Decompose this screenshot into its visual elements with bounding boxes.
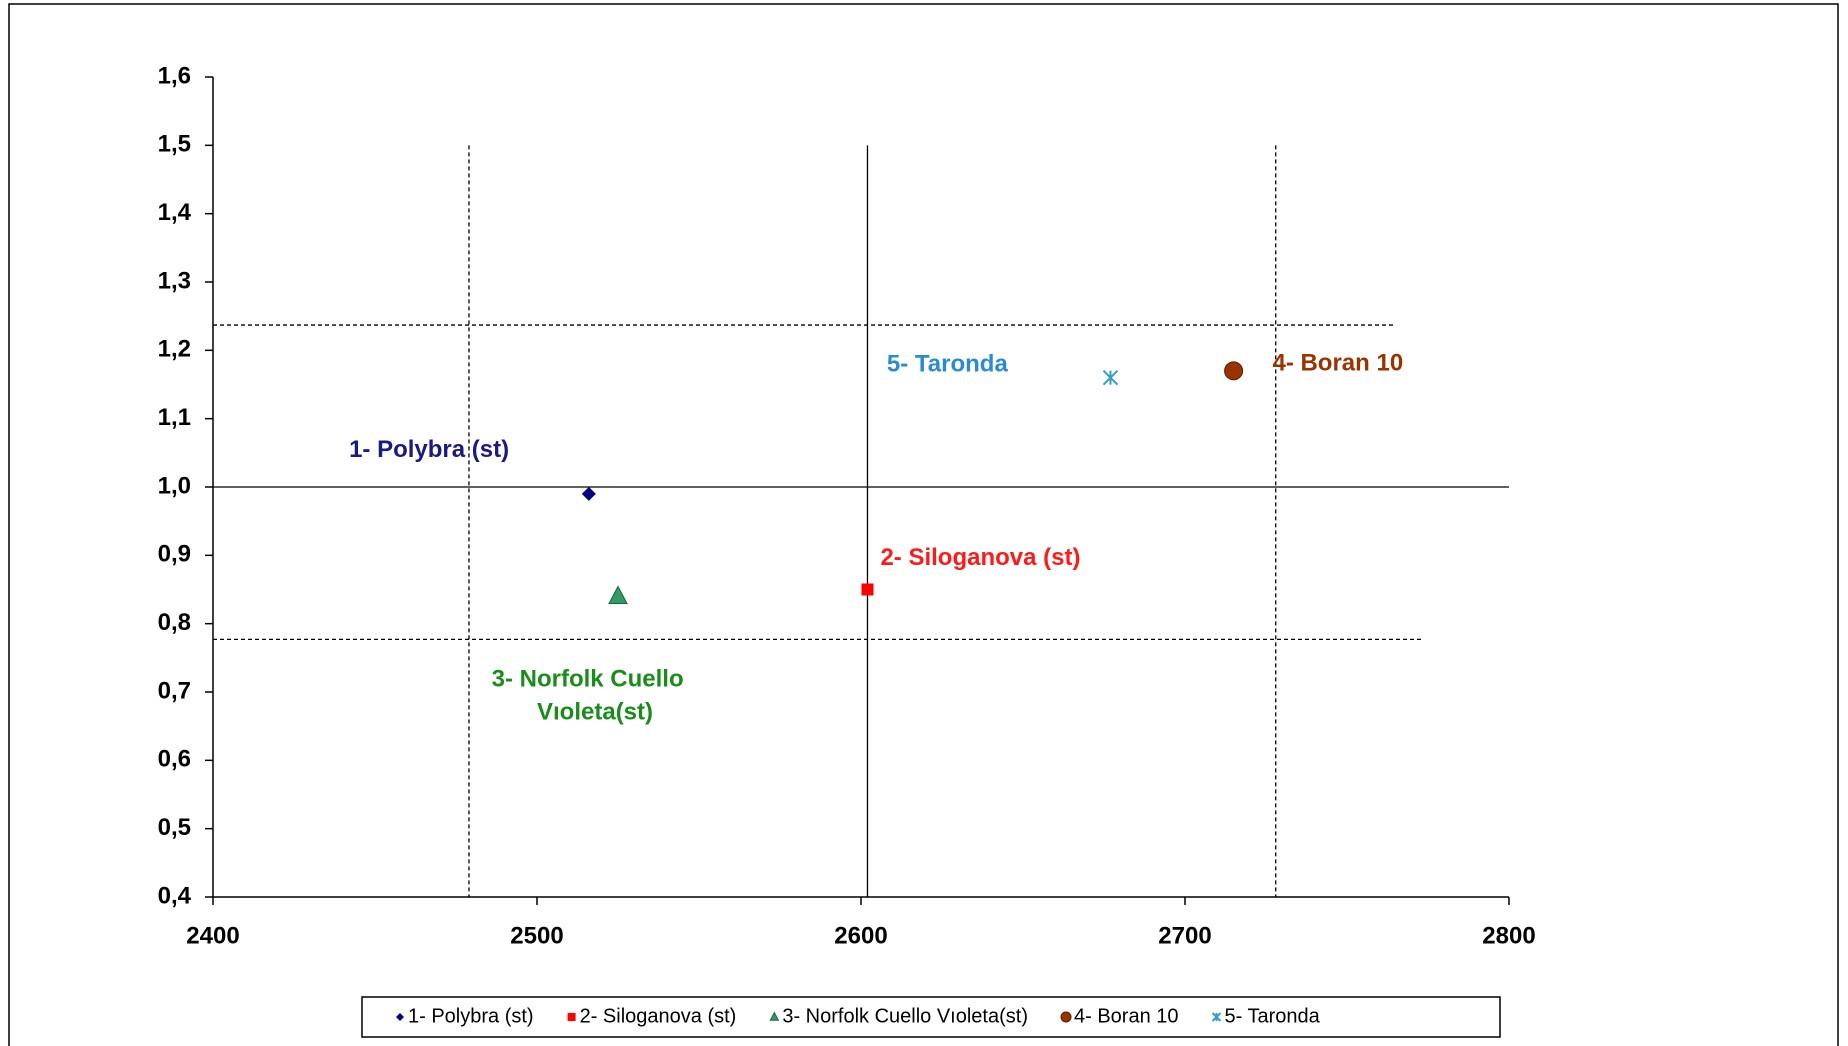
y-tick-label: 0,7	[158, 677, 191, 704]
chart-frame	[8, 3, 1839, 1046]
annotation: 1- Polybra (st)	[349, 436, 509, 463]
x-tick-label: 2800	[1482, 922, 1535, 949]
point	[1102, 369, 1119, 386]
x-tick-label: 2500	[510, 922, 563, 949]
point	[769, 1011, 780, 1021]
x-tick-label: 2600	[834, 922, 887, 949]
legend-label: 4- Boran 10	[1074, 1005, 1179, 1027]
annotation: 5- Taronda	[887, 351, 1009, 378]
annotation: 4- Boran 10	[1272, 349, 1403, 376]
point	[567, 1013, 576, 1021]
annotation: Vıoleta(st)	[537, 699, 653, 726]
y-tick-label: 1,3	[158, 267, 191, 294]
annotation: 3- Norfolk Cuello	[492, 666, 684, 693]
legend-box	[361, 996, 1501, 1038]
point	[861, 583, 874, 596]
legend-label: 3- Norfolk Cuello Vıoleta(st)	[782, 1005, 1028, 1027]
y-tick-label: 1,4	[158, 199, 192, 226]
legend-label: 1- Polybra (st)	[408, 1005, 534, 1027]
y-tick-label: 1,5	[158, 131, 191, 158]
point	[396, 1013, 404, 1021]
point	[1060, 1011, 1072, 1023]
y-tick-label: 0,8	[158, 609, 191, 636]
x-tick-label: 2700	[1158, 922, 1211, 949]
legend-label: 5- Taronda	[1225, 1005, 1321, 1027]
y-tick-label: 0,9	[158, 541, 191, 568]
y-tick-label: 0,4	[158, 882, 192, 909]
point	[1224, 361, 1244, 381]
point	[1211, 1012, 1222, 1022]
point	[608, 585, 628, 605]
point	[581, 486, 596, 501]
x-tick-label: 2400	[186, 922, 239, 949]
y-tick-label: 0,5	[158, 814, 191, 841]
y-tick-label: 1,2	[158, 336, 191, 363]
y-tick-label: 0,6	[158, 746, 191, 773]
y-tick-label: 1,1	[158, 404, 191, 431]
y-tick-label: 1,6	[158, 62, 191, 89]
legend-label: 2- Siloganova (st)	[580, 1005, 737, 1027]
y-tick-label: 1,0	[158, 472, 191, 499]
annotation: 2- Siloganova (st)	[880, 544, 1080, 571]
